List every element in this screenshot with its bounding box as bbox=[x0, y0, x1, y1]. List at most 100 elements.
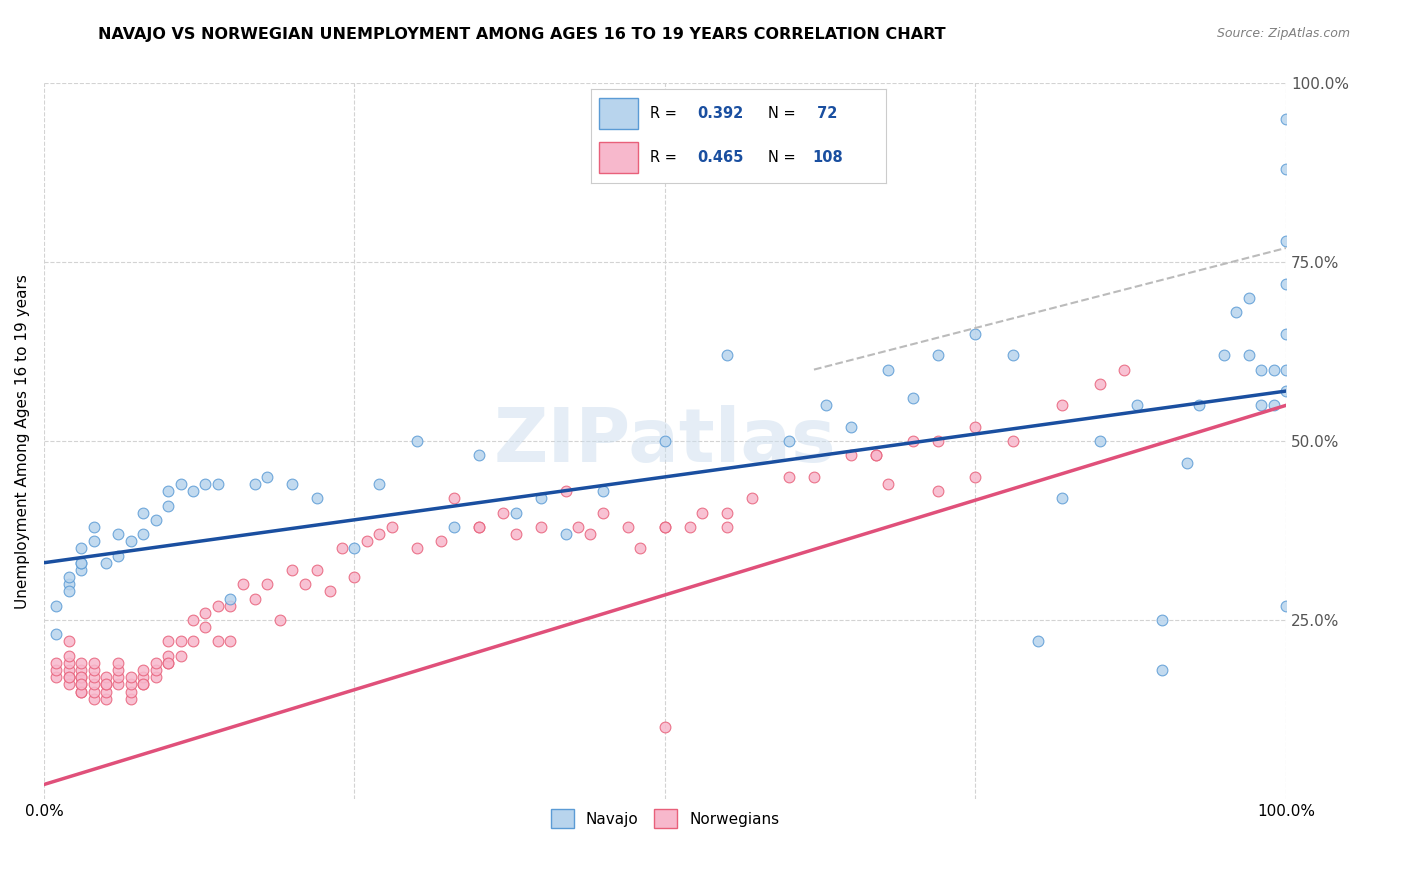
Point bbox=[877, 477, 900, 491]
Point bbox=[58, 648, 80, 663]
Point bbox=[1237, 348, 1260, 362]
Point bbox=[1225, 305, 1247, 319]
Point bbox=[94, 684, 117, 698]
Text: NAVAJO VS NORWEGIAN UNEMPLOYMENT AMONG AGES 16 TO 19 YEARS CORRELATION CHART: NAVAJO VS NORWEGIAN UNEMPLOYMENT AMONG A… bbox=[98, 27, 946, 42]
Point bbox=[70, 556, 93, 570]
Text: 108: 108 bbox=[813, 150, 842, 165]
Point bbox=[243, 591, 266, 606]
Point bbox=[132, 677, 155, 691]
Point bbox=[157, 634, 180, 648]
Text: N =: N = bbox=[768, 106, 800, 121]
Point bbox=[132, 663, 155, 677]
Point bbox=[307, 491, 329, 506]
Point bbox=[1275, 384, 1298, 398]
Point bbox=[839, 449, 862, 463]
Point bbox=[965, 326, 987, 341]
Point bbox=[1263, 398, 1285, 412]
Point bbox=[83, 684, 105, 698]
Point bbox=[1250, 398, 1272, 412]
Point bbox=[654, 520, 676, 534]
Point bbox=[145, 670, 167, 684]
Point bbox=[430, 534, 453, 549]
Point bbox=[716, 506, 738, 520]
Point bbox=[145, 513, 167, 527]
Point bbox=[654, 720, 676, 734]
Legend: Navajo, Norwegians: Navajo, Norwegians bbox=[544, 804, 785, 834]
Point bbox=[505, 506, 527, 520]
Point bbox=[616, 520, 638, 534]
Point bbox=[94, 556, 117, 570]
Point bbox=[157, 499, 180, 513]
Point bbox=[1237, 291, 1260, 305]
Point bbox=[965, 470, 987, 484]
Point bbox=[70, 663, 93, 677]
Text: ZIPatlas: ZIPatlas bbox=[494, 405, 837, 477]
Point bbox=[70, 556, 93, 570]
Point bbox=[1114, 362, 1136, 376]
Point bbox=[45, 656, 67, 670]
Text: 0.465: 0.465 bbox=[697, 150, 744, 165]
Point bbox=[120, 677, 142, 691]
Point bbox=[1088, 376, 1111, 391]
Point bbox=[219, 591, 242, 606]
Point bbox=[865, 449, 887, 463]
Point bbox=[45, 599, 67, 613]
Point bbox=[467, 520, 489, 534]
Point bbox=[865, 449, 887, 463]
Point bbox=[903, 391, 925, 405]
Y-axis label: Unemployment Among Ages 16 to 19 years: Unemployment Among Ages 16 to 19 years bbox=[15, 274, 30, 608]
Point bbox=[120, 534, 142, 549]
Point bbox=[368, 477, 391, 491]
Point bbox=[157, 648, 180, 663]
Point bbox=[58, 663, 80, 677]
Point bbox=[281, 563, 304, 577]
Point bbox=[1150, 613, 1173, 627]
Point bbox=[132, 506, 155, 520]
Point bbox=[1275, 326, 1298, 341]
Point bbox=[70, 684, 93, 698]
Point bbox=[219, 599, 242, 613]
Point bbox=[70, 684, 93, 698]
Point bbox=[1212, 348, 1234, 362]
Point bbox=[169, 648, 191, 663]
Point bbox=[803, 470, 825, 484]
Point bbox=[94, 691, 117, 706]
Point bbox=[318, 584, 340, 599]
Point bbox=[716, 348, 738, 362]
Point bbox=[307, 563, 329, 577]
Point bbox=[107, 677, 129, 691]
Point bbox=[120, 691, 142, 706]
Point bbox=[120, 670, 142, 684]
Point bbox=[207, 477, 229, 491]
Point bbox=[194, 477, 217, 491]
Point bbox=[505, 527, 527, 541]
Point bbox=[443, 491, 465, 506]
Point bbox=[83, 663, 105, 677]
Point bbox=[294, 577, 316, 591]
Point bbox=[107, 656, 129, 670]
Point bbox=[83, 691, 105, 706]
Point bbox=[654, 520, 676, 534]
Point bbox=[405, 434, 427, 449]
Point bbox=[343, 541, 366, 556]
Text: 0.392: 0.392 bbox=[697, 106, 742, 121]
Point bbox=[381, 520, 404, 534]
Point bbox=[554, 484, 576, 499]
Point bbox=[58, 670, 80, 684]
Text: R =: R = bbox=[650, 106, 681, 121]
Point bbox=[1275, 234, 1298, 248]
Point bbox=[1052, 398, 1074, 412]
Point bbox=[157, 484, 180, 499]
Point bbox=[1188, 398, 1211, 412]
Point bbox=[107, 663, 129, 677]
Point bbox=[1275, 362, 1298, 376]
Point bbox=[83, 520, 105, 534]
Point bbox=[145, 656, 167, 670]
Point bbox=[70, 677, 93, 691]
Point bbox=[232, 577, 254, 591]
FancyBboxPatch shape bbox=[599, 142, 638, 173]
Point bbox=[207, 634, 229, 648]
Point bbox=[281, 477, 304, 491]
Point bbox=[107, 549, 129, 563]
Point bbox=[579, 527, 602, 541]
